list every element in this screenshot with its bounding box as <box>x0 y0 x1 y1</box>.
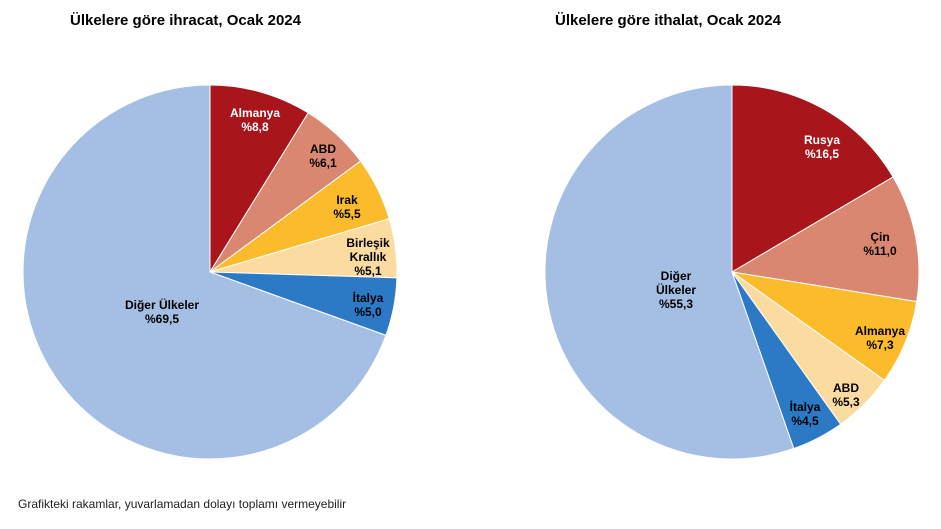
import-chart-title: Ülkelere göre ithalat, Ocak 2024 <box>555 12 781 29</box>
export-slice-label: ABD %6,1 <box>309 142 337 170</box>
import-slice <box>730 176 920 303</box>
import-slice-label: ABD %5,3 <box>832 381 860 409</box>
import-slice <box>544 84 795 460</box>
footnote: Grafikteki rakamlar, yuvarlamadan dolayı… <box>18 497 347 511</box>
import-slice <box>731 84 894 273</box>
import-slice-label: Rusya %16,5 <box>804 133 840 161</box>
export-slice-label: İtalya %5,0 <box>353 290 384 319</box>
import-slice-label: Diğer Ülkeler %55,3 <box>656 269 696 311</box>
export-slice-label: Diğer Ülkeler %69,5 <box>125 297 199 326</box>
export-slice-label: Irak %5,5 <box>333 193 361 221</box>
export-slice <box>22 84 387 460</box>
export-slice-label: Almanya %8,8 <box>230 106 280 134</box>
export-slice-label: Birleşik Krallık %5,1 <box>346 236 390 278</box>
export-slice <box>209 84 309 274</box>
import-slice-label: Almanya %7,3 <box>855 324 905 352</box>
import-slice-label: İtalya %4,5 <box>790 399 821 428</box>
import-slice-label: Çin %11,0 <box>863 230 897 258</box>
export-chart-title: Ülkelere göre ihracat, Ocak 2024 <box>70 12 301 29</box>
